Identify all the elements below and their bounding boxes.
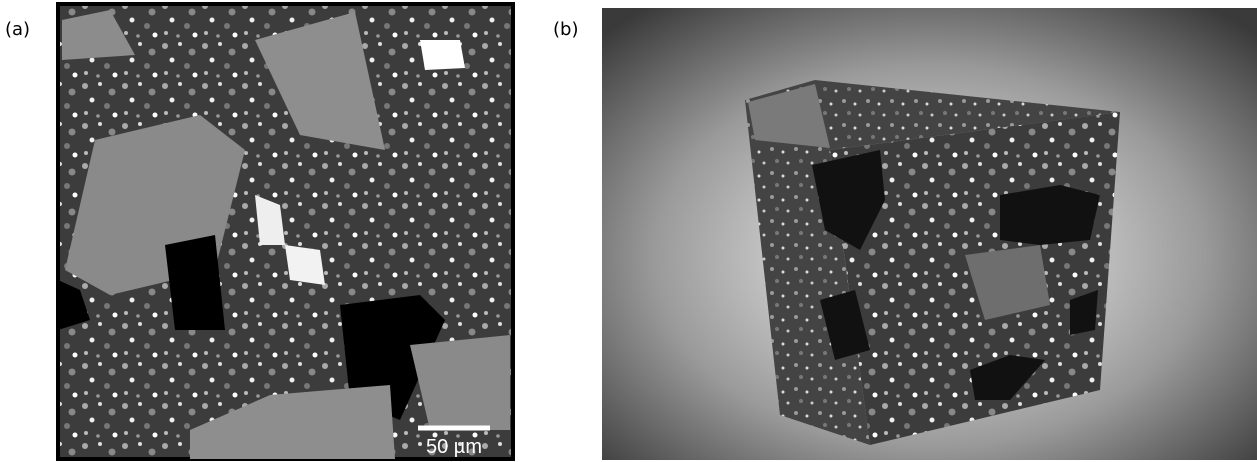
panel-label: (a) (5, 19, 30, 40)
scale-bar-label: 50 µm (426, 436, 482, 458)
cube-render (602, 8, 1257, 460)
figure: (a) 50 µm (b) (0, 0, 1257, 462)
panel-label: (b) (553, 19, 578, 40)
micrograph: 50 µm (58, 4, 513, 459)
page: (a) 50 µm (b) (() => { const data = JSON… (0, 0, 1257, 462)
